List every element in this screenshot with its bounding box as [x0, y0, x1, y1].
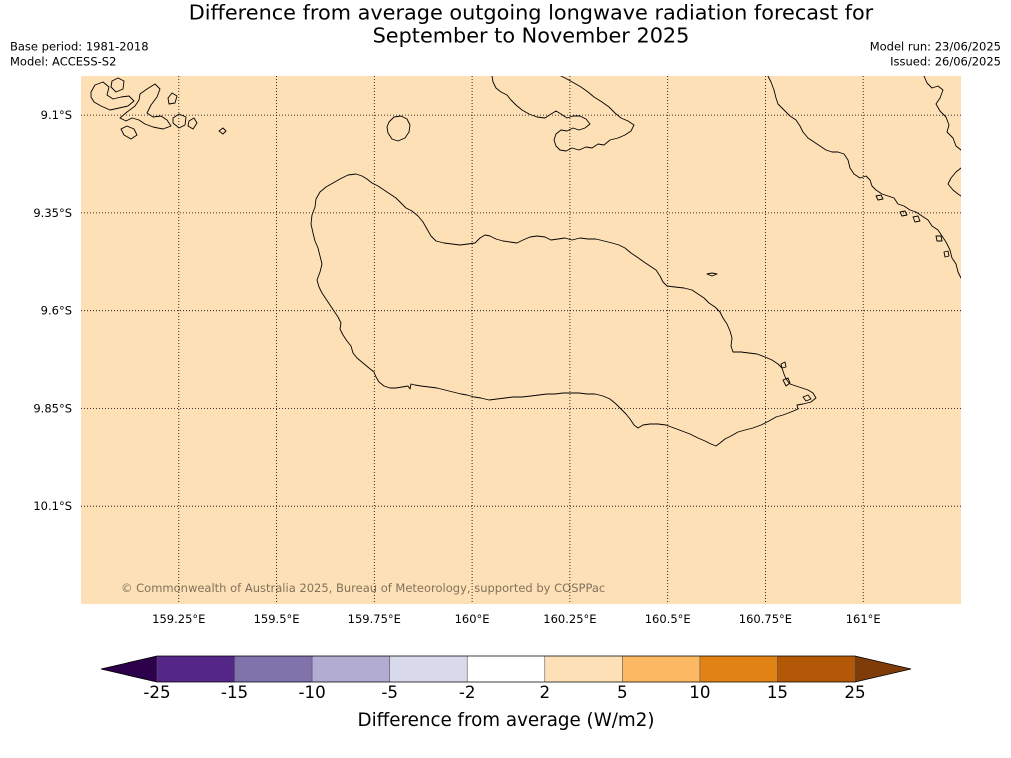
latitude-tick-label: 9.1°S — [41, 108, 72, 122]
colorbar-tick-label: 2 — [539, 682, 550, 702]
colorbar-extend-low — [101, 656, 157, 682]
copyright-notice: © Commonwealth of Australia 2025, Bureau… — [121, 581, 605, 595]
colorbar-tick-label: -10 — [298, 682, 325, 702]
colorbar-segment — [157, 656, 235, 682]
coastline-northwest-island — [167, 92, 178, 105]
base-period-text: Base period: 1981-2018 — [10, 40, 149, 54]
coastline-islet — [780, 361, 787, 369]
colorbar-tick-label: 5 — [617, 682, 628, 702]
longitude-tick-label: 160.25°E — [543, 612, 596, 626]
longitude-tick-label: 159.75°E — [348, 612, 401, 626]
latitude-tick-label: 10.1°S — [33, 499, 72, 513]
coastline-northwest-island — [90, 81, 135, 111]
colorbar-tick-label: 25 — [844, 682, 865, 702]
colorbar-segment — [312, 656, 391, 682]
map-gridlines — [81, 76, 961, 604]
colorbar-label: Difference from average (W/m2) — [358, 710, 655, 731]
colorbar-outline — [100, 655, 912, 683]
info-left: Base period: 1981-2018 Model: ACCESS-S2 — [10, 40, 149, 69]
latitude-tick-label: 9.35°S — [33, 206, 72, 220]
latitude-tick-label: 9.85°S — [33, 401, 72, 415]
colorbar — [100, 655, 912, 683]
longitude-tick-label: 161°E — [846, 612, 881, 626]
longitude-tick-label: 159.5°E — [254, 612, 300, 626]
info-right: Model run: 23/06/2025 Issued: 26/06/2025 — [870, 40, 1001, 69]
colorbar-segment — [467, 656, 546, 682]
colorbar-segment — [622, 656, 701, 682]
coastline-islet — [782, 377, 791, 387]
colorbar-segment — [544, 656, 623, 682]
colorbar-segment — [777, 656, 856, 682]
colorbar-tick-label: 10 — [689, 682, 710, 702]
longitude-tick-label: 160.75°E — [739, 612, 792, 626]
colorbar-tick-label: -5 — [381, 682, 398, 702]
longitude-tick-label: 159.25°E — [152, 612, 205, 626]
coastline-northwest-island — [110, 77, 125, 93]
coastline-islet — [875, 194, 884, 201]
coastline-northwest-island — [120, 125, 138, 140]
map-tick-labels: 159.25°E 159.5°E 159.75°E 160°E 160.25°E 160.… — [33, 108, 880, 626]
coastline-northern-island-group — [491, 76, 635, 152]
colorbar-extend-high — [855, 656, 911, 682]
colorbar-tick-label: 15 — [767, 682, 788, 702]
coastline-northeast-island — [923, 76, 961, 151]
coastline-northwest-island — [187, 117, 198, 130]
coastline-islet — [912, 215, 921, 223]
coastline-northwest-island — [172, 113, 187, 129]
coastlines — [90, 76, 961, 447]
colorbar-segment — [389, 656, 468, 682]
title-line-1: Difference from average outgoing longwav… — [189, 1, 874, 25]
coastline-northwest-island — [119, 83, 172, 130]
coastline-central-island — [310, 173, 817, 447]
coastline-islet — [802, 394, 812, 402]
longitude-tick-label: 160.5°E — [645, 612, 691, 626]
longitude-tick-label: 160°E — [455, 612, 490, 626]
coastline-islet — [706, 272, 718, 277]
issued-text: Issued: 26/06/2025 — [890, 55, 1001, 69]
colorbar-tick-label: -2 — [459, 682, 476, 702]
colorbar-tick-labels: -25 -15 -10 -5 -2 2 5 10 15 25 — [143, 682, 865, 702]
colorbar-segment — [234, 656, 313, 682]
latitude-tick-label: 9.6°S — [41, 304, 72, 318]
colorbar-segment — [699, 656, 778, 682]
coastline-islet — [899, 210, 908, 217]
coastline-round-island — [386, 115, 411, 142]
coastline-islet — [935, 235, 943, 242]
coastline-northeast-island — [947, 167, 961, 197]
colorbar-tick-label: -25 — [143, 682, 170, 702]
model-text: Model: ACCESS-S2 — [10, 55, 116, 69]
map-field-fill — [81, 76, 961, 604]
coastline-northeast-island — [767, 76, 961, 279]
title: Difference from average outgoing longwav… — [189, 1, 874, 48]
coastline-northwest-island — [218, 127, 227, 135]
model-run-text: Model run: 23/06/2025 — [870, 40, 1001, 54]
title-line-2: September to November 2025 — [373, 24, 690, 48]
colorbar-tick-label: -15 — [221, 682, 248, 702]
coastline-islet — [943, 250, 950, 258]
